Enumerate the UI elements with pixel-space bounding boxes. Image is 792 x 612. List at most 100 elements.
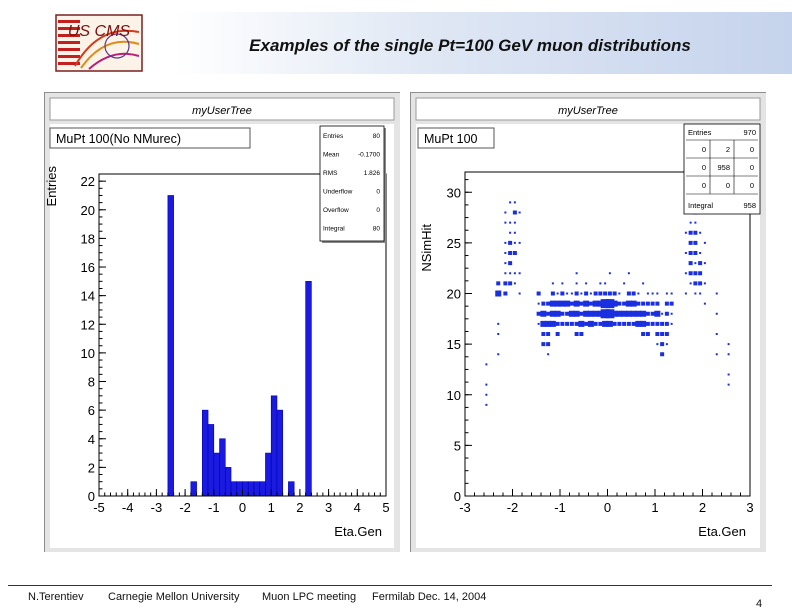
scatter-cell: [650, 311, 655, 316]
scatter-cell: [703, 282, 706, 285]
x-tick-label: -3: [459, 500, 471, 515]
scatter-cell: [693, 271, 698, 276]
scatter-cell: [513, 241, 516, 244]
scatter-cell: [503, 291, 508, 296]
scatter-cell: [665, 292, 668, 295]
scatter-cell: [513, 201, 516, 204]
slide-title: Examples of the single Pt=100 GeV muon d…: [249, 36, 691, 55]
stats-matrix-value: 0: [702, 163, 706, 172]
scatter-cell: [664, 311, 669, 316]
x-tick-label: -1: [554, 500, 566, 515]
histogram-title-box: [417, 127, 495, 149]
y-tick-label: 10: [81, 346, 95, 361]
scatter-cell: [551, 282, 554, 285]
scatter-cell: [621, 310, 628, 317]
scatter-cell: [504, 211, 507, 214]
scatter-cell: [485, 363, 488, 366]
scatter-cell: [645, 311, 650, 316]
scatter-cell: [599, 282, 602, 285]
scatter-cell: [597, 310, 604, 317]
y-tick-label: 6: [88, 403, 95, 418]
y-tick-label: 12: [81, 317, 95, 332]
scatter-cell: [635, 310, 642, 317]
scatter-cell: [509, 221, 512, 224]
scatter-cell: [689, 282, 692, 285]
scatter-cell: [584, 321, 589, 326]
scatter-cell: [645, 332, 650, 336]
scatter-cell: [560, 311, 565, 316]
y-tick-label: 5: [454, 438, 461, 453]
scatter-cell: [688, 240, 693, 245]
y-axis-label: Entries: [44, 166, 59, 207]
scatter-cell: [715, 353, 718, 356]
scatter-cell: [546, 342, 551, 347]
scatter-cell: [583, 310, 590, 317]
scatter-cell: [536, 291, 541, 296]
scatter-cell: [660, 352, 665, 357]
stats-value: 970: [743, 128, 756, 137]
y-tick-label: 15: [447, 337, 461, 352]
scatter-cell: [640, 310, 647, 317]
scatter-cell: [646, 292, 649, 295]
scatter-cell: [589, 292, 592, 295]
scatter-cell: [698, 261, 703, 266]
scatter-cell: [684, 231, 687, 234]
stats-matrix-value: 0: [726, 181, 730, 190]
scatter-cell: [568, 310, 575, 317]
scatter-cell: [627, 272, 630, 275]
histogram-bar: [247, 481, 255, 497]
scatter-cell: [504, 252, 507, 254]
y-tick-label: 30: [447, 185, 461, 200]
scatter-cell: [630, 300, 637, 307]
scatter-cell: [587, 310, 594, 317]
scatter-cell: [598, 291, 603, 296]
scatter-cell: [512, 251, 517, 255]
scatter-cell: [611, 300, 618, 307]
stats-matrix-value: 958: [717, 163, 730, 172]
scatter-cell: [564, 300, 571, 307]
scatter-cell: [549, 300, 556, 307]
stats-matrix-value: 2: [726, 145, 730, 154]
stats-value: 1.826: [364, 170, 381, 177]
scatter-cell: [645, 321, 650, 326]
stats-label: RMS: [323, 170, 338, 177]
histogram-bar: [253, 481, 261, 497]
scatter-cell: [698, 271, 703, 276]
scatter-cell: [660, 321, 665, 326]
scatter-cell: [626, 291, 631, 296]
stats-value: 958: [743, 201, 756, 210]
y-axis-label: NSimHit: [419, 224, 434, 272]
stats-matrix-value: 0: [750, 163, 754, 172]
scatter-cell: [574, 321, 579, 326]
scatter-cell: [635, 320, 642, 327]
scatter-cell: [573, 310, 580, 317]
scatter-cell: [630, 310, 637, 317]
scatter-cell: [636, 301, 641, 306]
canvas-title: myUserTree: [558, 105, 618, 117]
scatter-cell: [485, 393, 488, 396]
scatter-cell: [699, 292, 702, 295]
x-tick-label: 2: [296, 500, 303, 515]
scatter-cell: [715, 312, 718, 315]
scatter-cell: [641, 332, 646, 336]
scatter-cell: [575, 272, 578, 275]
stats-matrix-value: 0: [750, 145, 754, 154]
scatter-cell: [573, 300, 580, 307]
y-tick-label: 20: [81, 203, 95, 218]
scatter-cell: [688, 251, 693, 255]
x-tick-label: 2: [699, 500, 706, 515]
scatter-cell: [665, 343, 668, 346]
scatter-cell: [496, 281, 501, 286]
stats-label: Mean: [323, 152, 340, 159]
scatter-cell: [508, 261, 513, 266]
scatter-cell: [699, 231, 702, 234]
scatter-cell: [593, 321, 598, 326]
scatter-cell: [485, 383, 488, 386]
scatter-cell: [654, 310, 661, 317]
scatter-cell: [592, 310, 599, 317]
stats-label: Entries: [688, 128, 712, 137]
histogram-title: MuPt 100: [424, 132, 478, 146]
stats-value: -0.1700: [358, 152, 380, 159]
scatter-cell: [602, 320, 609, 327]
scatter-cell: [556, 292, 559, 295]
